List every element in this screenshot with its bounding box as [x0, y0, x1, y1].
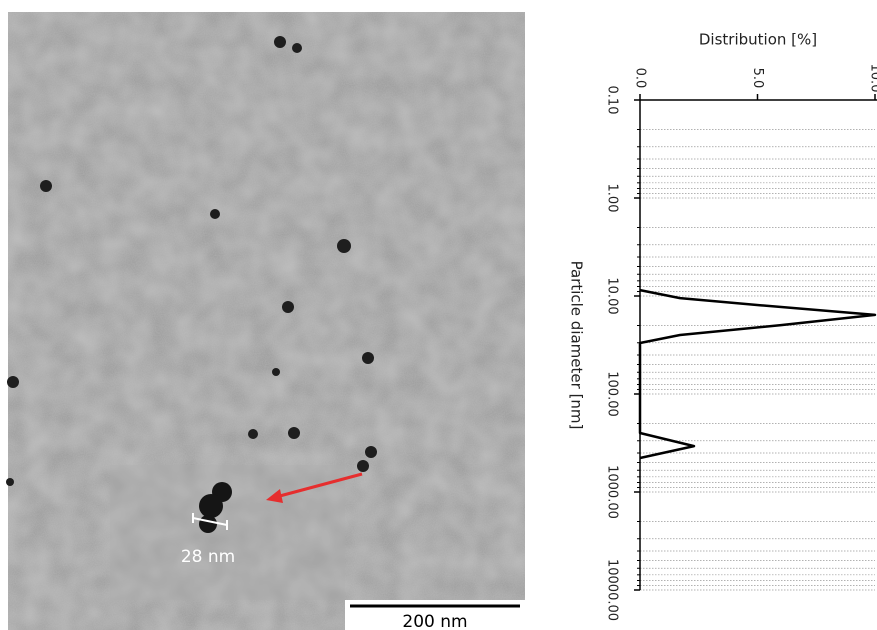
y-tick-label: 1.00 — [605, 184, 620, 213]
distribution-chart: Distribution [%] Particle diameter [nm] … — [568, 31, 877, 621]
micrograph: 28 nm 200 nm — [6, 12, 525, 630]
x-tick-label: 10.0 — [868, 64, 877, 93]
scale-bar-label: 200 nm — [402, 612, 467, 630]
size-annotation: 28 nm — [181, 547, 235, 567]
x-tick-label: 0.0 — [633, 68, 648, 89]
y-tick-label: 1000.00 — [605, 465, 620, 519]
distribution-line — [638, 288, 877, 460]
x-axis-label: Distribution [%] — [699, 31, 817, 49]
y-axis-label: Particle diameter [nm] — [568, 261, 586, 430]
y-tick-label: 100.00 — [605, 371, 620, 417]
y-tick-label: 10.00 — [605, 277, 620, 314]
y-tick-label: 0.10 — [605, 86, 620, 115]
x-tick-label: 5.0 — [750, 68, 765, 89]
y-tick-label: 10000.00 — [605, 559, 620, 621]
